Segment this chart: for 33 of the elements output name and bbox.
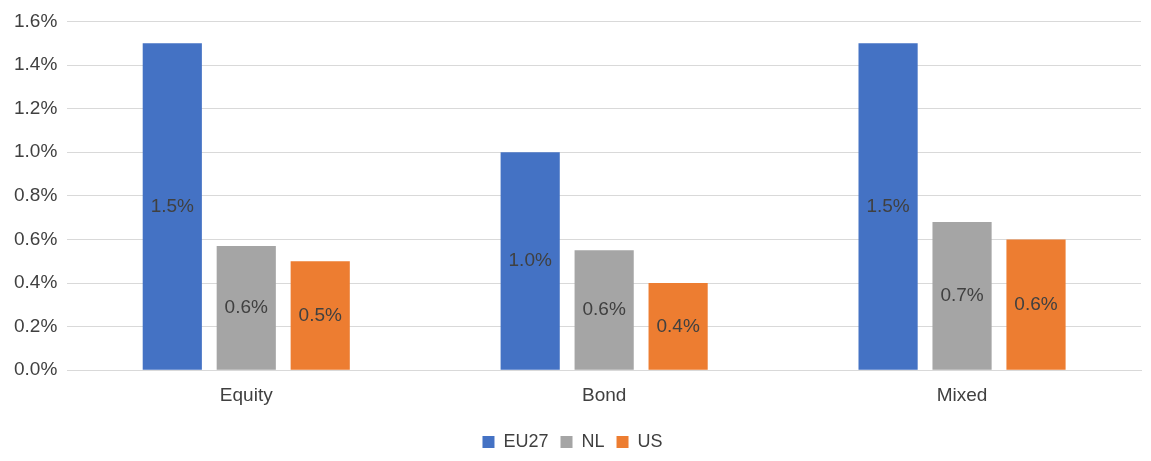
legend-label: EU27 [503,430,549,451]
legend-label: NL [581,430,605,451]
bar [858,43,918,370]
data-label: 1.5% [150,194,195,216]
bar [216,245,276,370]
data-label: 0.6% [1014,292,1058,314]
bar [1006,239,1066,370]
bar [932,221,992,370]
x-tick-label: Bond [581,383,627,405]
data-label: 1.5% [866,194,910,216]
x-tick-label: Equity [219,383,274,405]
bar [500,152,560,370]
data-label: 0.6% [224,296,269,318]
data-label: 1.0% [508,249,552,271]
y-tick-label: 1.2% [13,96,58,118]
data-label: 0.4% [656,314,700,336]
x-tick-label: Mixed [936,383,988,405]
y-tick-label: 0.0% [13,358,58,380]
y-tick-label: 0.2% [13,314,58,336]
data-label: 0.7% [940,284,984,306]
bar [142,43,202,370]
y-tick-label: 1.4% [13,53,58,75]
y-tick-label: 1.0% [13,140,58,162]
bar [648,283,708,370]
bar [574,250,634,370]
y-tick-label: 0.4% [13,271,58,293]
data-label: 0.6% [582,298,626,320]
data-label: 0.5% [298,303,342,325]
y-tick-label: 1.6% [13,9,58,31]
legend-label: US [637,430,663,451]
bar [290,261,350,370]
y-tick-label: 0.6% [13,227,58,249]
y-tick-label: 0.8% [13,184,58,206]
